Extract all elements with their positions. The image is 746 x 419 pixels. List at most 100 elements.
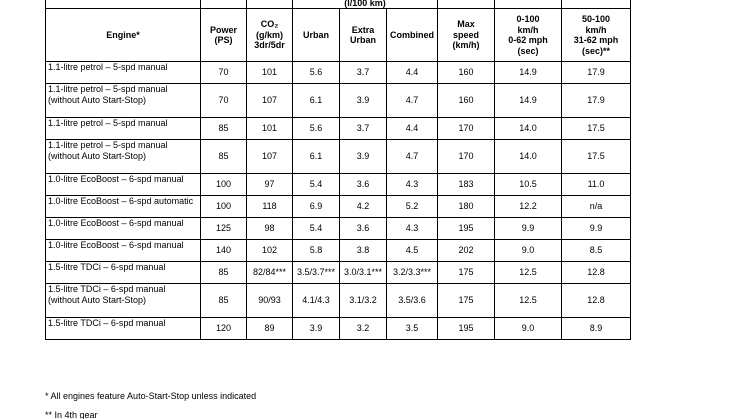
engine-cell: 1.5-litre TDCi – 6-spd manual [45, 261, 201, 284]
cell: 102 [246, 239, 293, 262]
header-line: Power [209, 24, 237, 35]
cell: 202 [437, 239, 495, 262]
cell [494, 0, 562, 9]
cell: 82/84*** [246, 261, 293, 284]
cell: 3.7 [339, 61, 387, 84]
cell: 8.5 [561, 239, 631, 262]
engine-cell: 1.5-litre TDCi – 6-spd manual [45, 317, 201, 340]
column-header: CO₂ (g/km) 3dr/5dr [246, 8, 293, 62]
footnote: * All engines feature Auto-Start-Stop un… [45, 391, 257, 401]
table-row: 1.0-litre EcoBoost – 6-spd manual 100 97 5.… [45, 173, 631, 196]
cell: 4.4 [386, 61, 438, 84]
cell: 14.9 [494, 83, 562, 118]
column-header: Urban [292, 8, 340, 62]
header-line: (PS) [214, 35, 233, 45]
cell: 175 [437, 261, 495, 284]
cell: 195 [437, 217, 495, 240]
cell: 180 [437, 195, 495, 218]
engine-cell: 1.1-litre petrol – 5-spd manual [45, 117, 201, 140]
cell: 3.6 [339, 217, 387, 240]
column-header: Extra Urban [339, 8, 387, 62]
cell: 4.3 [386, 173, 438, 196]
column-header: Power (PS) [200, 8, 247, 62]
cell: 85 [200, 283, 247, 318]
cell: 89 [246, 317, 293, 340]
cell: 9.0 [494, 317, 562, 340]
cell: 70 [200, 61, 247, 84]
cell: 6.9 [292, 195, 340, 218]
header-line: 31-62 mph [573, 35, 619, 45]
cell: 17.9 [561, 83, 631, 118]
table-row: 1.1-litre petrol – 5-spd manual 85 101 5.6 3… [45, 117, 631, 140]
header-line: speed [452, 29, 479, 40]
header-line: 0-62 mph [508, 35, 548, 45]
cell: 3.5/3.7*** [292, 261, 340, 284]
cell: 5.8 [292, 239, 340, 262]
cell [437, 0, 495, 9]
cell: 14.0 [494, 117, 562, 140]
cell: 3.7 [339, 117, 387, 140]
cell: 3.8 [339, 239, 387, 262]
cell: 101 [246, 61, 293, 84]
cell: 195 [437, 317, 495, 340]
cell: 9.9 [494, 217, 562, 240]
engine-cell: 1.0-litre EcoBoost – 6-spd manual [45, 217, 201, 240]
cell: 140 [200, 239, 247, 262]
cell [200, 0, 247, 9]
cell: 170 [437, 139, 495, 174]
cell: 118 [246, 195, 293, 218]
cell: 8.9 [561, 317, 631, 340]
cell: 9.0 [494, 239, 562, 262]
engine-cell: 1.0-litre EcoBoost – 6-spd automatic [45, 195, 201, 218]
engine-cell: 1.1-litre petrol – 5-spd manual (without… [45, 139, 201, 174]
header-line: Max [457, 19, 475, 30]
column-header: 0-100 km/h 0-62 mph (sec) [494, 8, 562, 62]
column-header: 50-100 km/h 31-62 mph (sec)** [561, 8, 631, 62]
cell: 3.6 [339, 173, 387, 196]
table-row: 1.1-litre petrol – 5-spd manual 70 101 5.6 3… [45, 61, 631, 84]
cell: 12.2 [494, 195, 562, 218]
cell: 101 [246, 117, 293, 140]
footnote: ** In 4th gear [45, 410, 98, 419]
engine-cell: 1.1-litre petrol – 5-spd manual (without… [45, 83, 201, 118]
header-line: 0-100 [516, 14, 540, 24]
cell: 6.1 [292, 139, 340, 174]
header-line: (sec)** [581, 45, 610, 56]
cell: 17.9 [561, 61, 631, 84]
cell: 98 [246, 217, 293, 240]
header-line: 50-100 [581, 14, 611, 24]
header-line: Urban [349, 35, 376, 45]
cell: 85 [200, 261, 247, 284]
cell: 175 [437, 283, 495, 318]
cell: 3.1/3.2 [339, 283, 387, 318]
cell: 183 [437, 173, 495, 196]
engine-cell: 1.0-litre EcoBoost – 6-spd manual [45, 239, 201, 262]
column-header: Engine* [45, 8, 201, 62]
cell: 85 [200, 139, 247, 174]
cell [561, 0, 631, 9]
cell: 9.9 [561, 217, 631, 240]
header-line: (km/h) [452, 40, 480, 51]
table-row: 1.1-litre petrol – 5-spd manual (without… [45, 139, 631, 174]
cell: 17.5 [561, 139, 631, 174]
table-row: 1.5-litre TDCi – 6-spd manual 120 89 3.9 3.2… [45, 317, 631, 340]
cell: 10.5 [494, 173, 562, 196]
cell: 170 [437, 117, 495, 140]
cell: 97 [246, 173, 293, 196]
engine-cell: 1.1-litre petrol – 5-spd manual [45, 61, 201, 84]
cell: 3.9 [339, 83, 387, 118]
column-header: Combined [386, 8, 438, 62]
cell: 107 [246, 83, 293, 118]
cell: 5.6 [292, 117, 340, 140]
cell: 12.5 [494, 261, 562, 284]
cell [45, 0, 201, 9]
cell: 17.5 [561, 117, 631, 140]
cell: 5.2 [386, 195, 438, 218]
header-line: (sec) [517, 45, 539, 56]
cell: 4.2 [339, 195, 387, 218]
cell: 4.5 [386, 239, 438, 262]
cell: 3.0/3.1*** [339, 261, 387, 284]
cell: 4.3 [386, 217, 438, 240]
cell: 120 [200, 317, 247, 340]
